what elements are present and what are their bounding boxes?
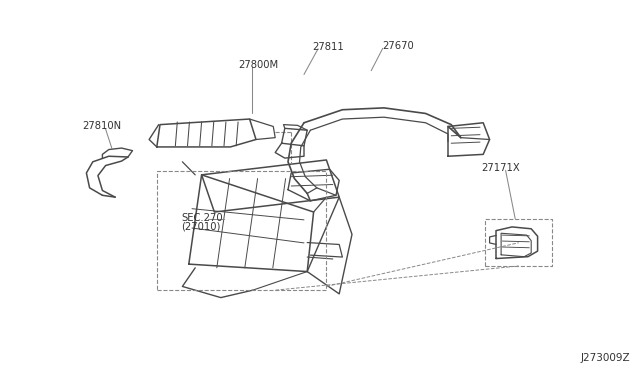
Text: 27811: 27811 (312, 42, 344, 51)
Text: 27800M: 27800M (239, 60, 279, 70)
Text: 27810N: 27810N (82, 122, 121, 131)
Text: J273009Z: J273009Z (580, 353, 630, 363)
Text: 27171X: 27171X (481, 163, 520, 173)
Text: (27010): (27010) (181, 222, 221, 232)
Text: 27670: 27670 (383, 41, 415, 51)
Text: SEC.270: SEC.270 (181, 214, 223, 223)
